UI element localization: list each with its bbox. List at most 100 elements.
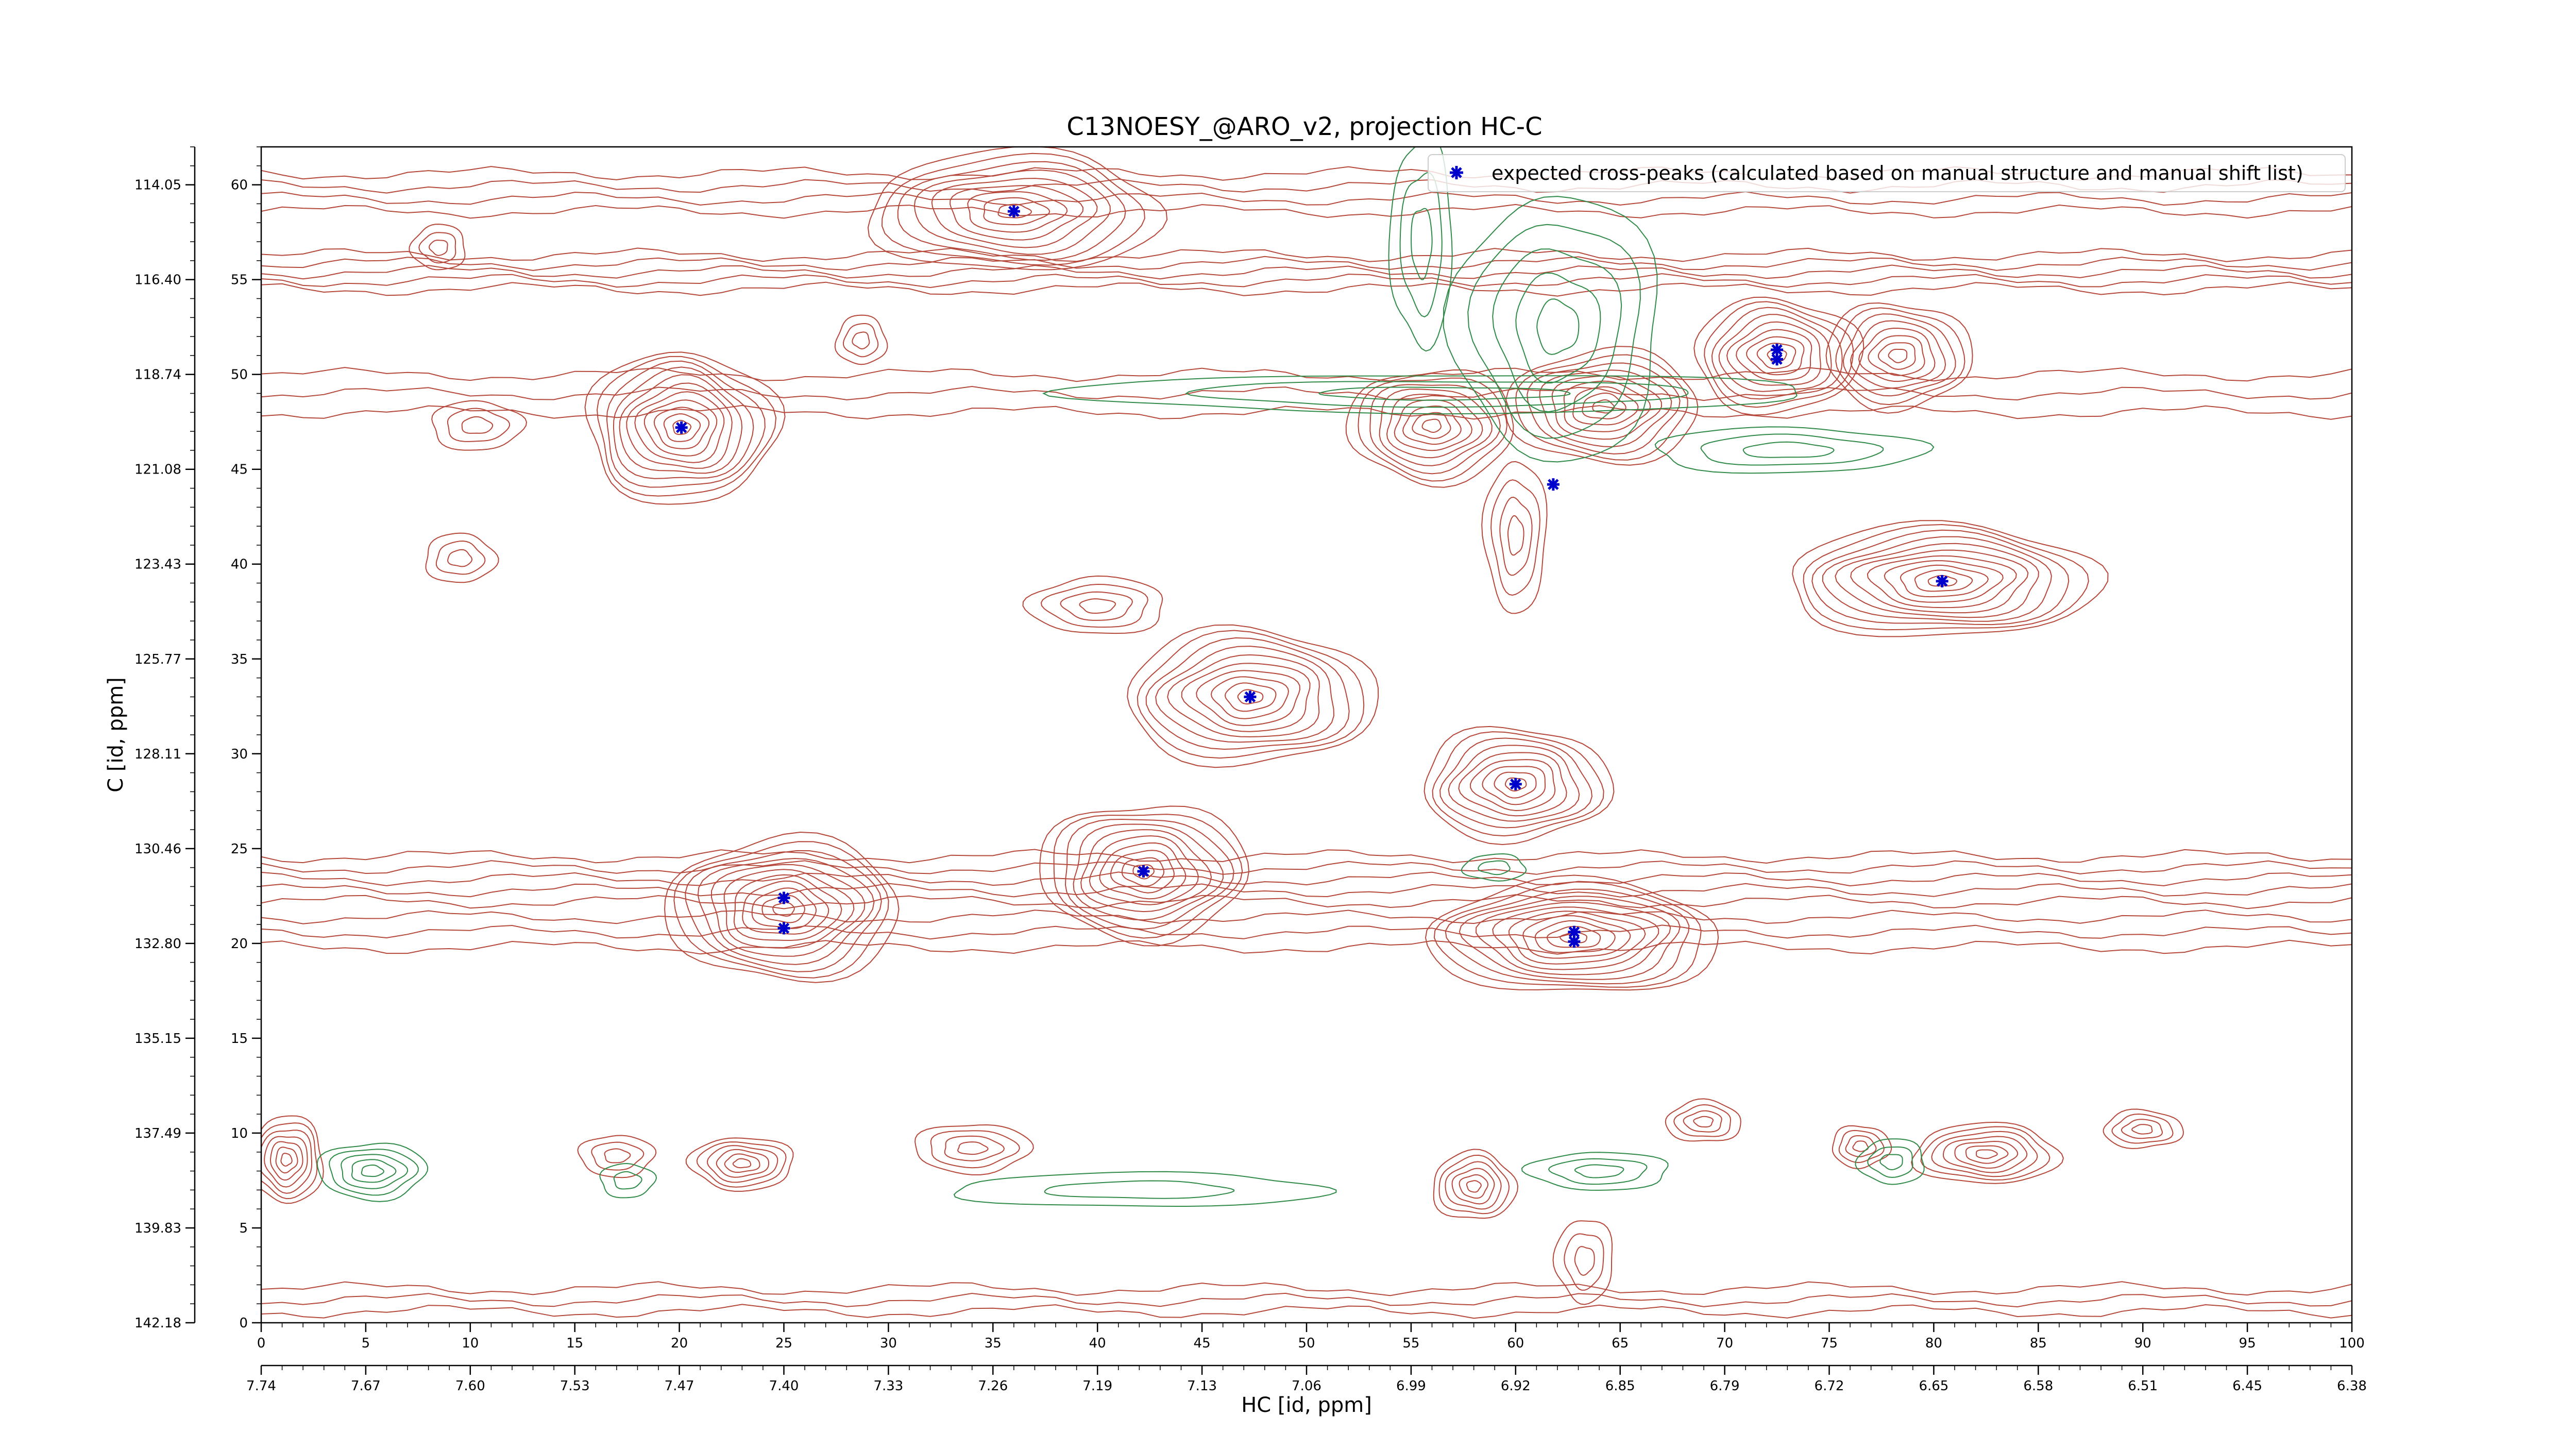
band-contour-line: [261, 204, 2352, 219]
positive-contour-level: [1482, 766, 1546, 805]
positive-contour-level: [997, 204, 1032, 218]
y-ppm-tick-label: 121.08: [134, 462, 181, 478]
y-axis-label: C [id, ppm]: [104, 677, 128, 793]
positive-peak-4: [1345, 369, 1514, 488]
band-contour-line: [261, 1304, 2352, 1319]
contour-layer: [261, 147, 2352, 1319]
positive-contour-level: [1825, 302, 1973, 414]
positive-contour-level: [1711, 307, 1843, 400]
negative-contour-level: [1536, 298, 1580, 355]
positive-contour-level: [697, 857, 875, 965]
positive-contour-level: [1425, 874, 1719, 991]
positive-contour-level: [275, 1147, 298, 1174]
positive-contour-level: [1445, 888, 1690, 985]
x-ppm-tick-label: 6.45: [2232, 1378, 2262, 1394]
positive-contour-level: [1850, 320, 1946, 389]
positive-peak-15: [1433, 1149, 1519, 1219]
positive-contour-level: [1181, 663, 1311, 732]
x-ppm-tick-label: 7.06: [1292, 1378, 1321, 1394]
positive-contour-level: [1439, 737, 1593, 829]
positive-contour-level: [852, 331, 870, 350]
positive-contour-level: [1080, 829, 1212, 913]
positive-contour-level: [1433, 881, 1702, 988]
positive-contour-level: [1842, 313, 1956, 397]
positive-contour-level: [1888, 348, 1908, 363]
expected-peak-marker: [1568, 935, 1581, 948]
positive-contour-level: [1515, 354, 1688, 461]
positive-contour-level: [447, 408, 511, 442]
negative-contour-level: [341, 1154, 409, 1189]
positive-contour-level: [261, 1115, 324, 1204]
band-contour-line: [261, 264, 2352, 280]
x-index-tick-label: 0: [257, 1336, 266, 1351]
positive-contour-level: [1504, 777, 1527, 792]
y-index-tick-label: 10: [231, 1126, 248, 1141]
negative-contour-level: [1443, 196, 1658, 463]
positive-peak-25: [431, 400, 528, 451]
positive-contour-level: [643, 399, 718, 457]
positive-contour-level: [1394, 399, 1473, 451]
positive-peak-14: [1911, 1121, 2064, 1184]
positive-contour-level: [1965, 1145, 2009, 1164]
y-ppm-tick-label: 118.74: [134, 367, 181, 383]
positive-contour-level: [1358, 377, 1508, 482]
legend-marker-icon: [1450, 166, 1463, 179]
x-index-tick-label: 40: [1089, 1336, 1106, 1351]
x-index-tick-label: 60: [1507, 1336, 1524, 1351]
positive-contour-level: [269, 1141, 303, 1181]
negative-peak-8: [1042, 375, 1798, 415]
positive-contour-level: [1432, 731, 1604, 837]
negative-contour-level: [1318, 386, 1571, 401]
positive-band-1: [261, 247, 2352, 297]
negative-contour-level: [1654, 426, 1935, 474]
positive-contour-level: [1459, 896, 1681, 980]
positive-contour-level: [1369, 384, 1501, 475]
positive-contour-level: [706, 1145, 778, 1183]
x-index-tick-label: 10: [462, 1336, 479, 1351]
band-contour-line: [261, 924, 2352, 940]
positive-contour-level: [897, 161, 1126, 261]
positive-peak-17: [2103, 1108, 2184, 1149]
y-index-tick-label: 55: [231, 273, 248, 288]
x-ppm-tick-label: 6.51: [2128, 1378, 2158, 1394]
positive-contour-level: [1145, 637, 1350, 750]
positive-contour-level: [1736, 329, 1812, 381]
y-ppm-tick-label: 130.46: [134, 841, 181, 857]
negative-contour-level: [1855, 1138, 1925, 1185]
negative-contour-level: [1461, 853, 1527, 882]
positive-peak-26: [1481, 461, 1548, 614]
y-ppm-tick-label: 142.18: [134, 1316, 181, 1331]
x-ppm-tick-label: 7.13: [1187, 1378, 1217, 1394]
positive-contour-level: [1835, 307, 1965, 406]
y-index-tick-label: 35: [231, 652, 248, 667]
positive-peak-23: [834, 314, 888, 365]
positive-contour-level: [673, 841, 889, 979]
positive-contour-level: [606, 360, 766, 488]
positive-contour-level: [280, 1153, 293, 1167]
band-contour-line: [261, 871, 2352, 887]
y-ppm-tick-label: 128.11: [134, 747, 181, 762]
positive-contour-level: [1481, 461, 1548, 614]
negative-contour-level: [351, 1159, 397, 1183]
x-ppm-tick-label: 7.40: [769, 1378, 799, 1394]
positive-contour-level: [1931, 1131, 2038, 1177]
x-index-tick-label: 50: [1298, 1336, 1315, 1351]
positive-contour-level: [1900, 564, 1989, 598]
positive-contour-level: [1572, 386, 1639, 426]
positive-contour-level: [418, 232, 456, 264]
expected-peak-marker: [1547, 478, 1560, 491]
positive-contour-level: [1379, 389, 1493, 466]
x-index-axis: 0 5 10 15 20 25 30 35 40 45 50 55 60 65 70 75 80 85 90 95 10…: [257, 1323, 2365, 1351]
x-ppm-tick-label: 7.60: [455, 1378, 485, 1394]
positive-contour-level: [1838, 1130, 1885, 1164]
positive-contour-level: [1494, 771, 1537, 799]
positive-contour-level: [664, 831, 900, 983]
positive-contour-level: [685, 850, 882, 972]
band-contour-line: [261, 849, 2352, 864]
positive-contour-level: [409, 224, 466, 271]
band-contour-line: [261, 405, 2352, 420]
band-contour-line: [261, 860, 2352, 875]
positive-contour-level: [2111, 1113, 2174, 1144]
x-ppm-tick-label: 6.58: [2023, 1378, 2053, 1394]
